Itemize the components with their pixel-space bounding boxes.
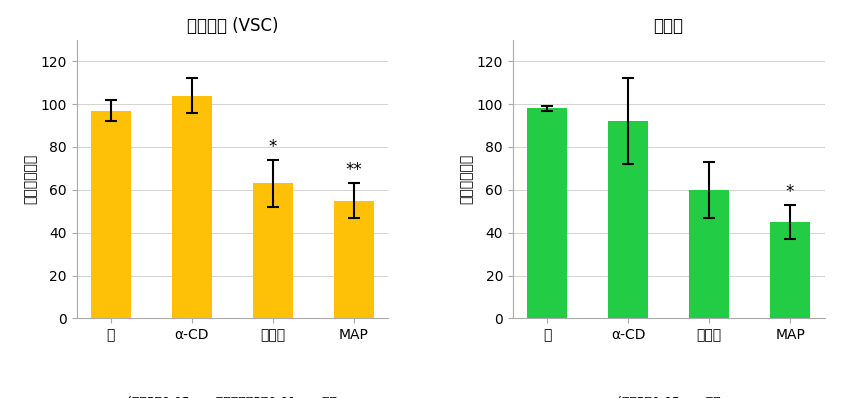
Bar <box>527 108 568 318</box>
Text: *: * <box>269 138 277 156</box>
Bar <box>608 121 649 318</box>
Y-axis label: 残存率（％）: 残存率（％） <box>24 154 37 204</box>
Title: 細菌数: 細菌数 <box>654 18 683 35</box>
Bar <box>688 190 729 318</box>
Bar <box>770 222 810 318</box>
Y-axis label: 相対値（％）: 相対値（％） <box>460 154 474 204</box>
Text: (＊：P＜0.05, vs 水　＊＊：P＜0.01, vs 水）: (＊：P＜0.05, vs 水 ＊＊：P＜0.01, vs 水） <box>128 396 337 398</box>
Title: 口臭成分 (VSC): 口臭成分 (VSC) <box>187 18 278 35</box>
Text: **: ** <box>345 161 362 179</box>
Bar <box>172 96 212 318</box>
Bar <box>252 183 293 318</box>
Bar <box>333 201 374 318</box>
Text: *: * <box>786 183 794 201</box>
Text: (＊：P＜0.05, vs 水）: (＊：P＜0.05, vs 水） <box>617 396 721 398</box>
Bar <box>91 111 131 318</box>
